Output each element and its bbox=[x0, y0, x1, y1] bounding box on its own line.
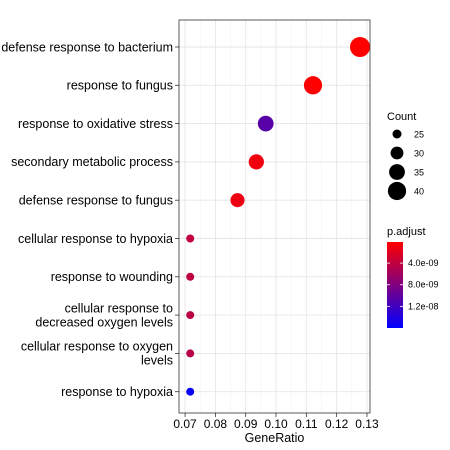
data-point bbox=[349, 37, 370, 57]
x-tick-label: 0.10 bbox=[264, 417, 288, 431]
y-tick-label: response to hypoxia bbox=[61, 385, 173, 399]
y-tick-label: secondary metabolic process bbox=[11, 155, 173, 169]
data-point bbox=[186, 234, 195, 243]
data-point bbox=[186, 349, 195, 358]
plot-panel bbox=[179, 20, 370, 413]
data-point bbox=[248, 154, 264, 170]
x-axis: 0.07 0.08 0.09 0.10 0.11 0.12 0.13 bbox=[173, 413, 379, 431]
size-legend-label: 25 bbox=[414, 130, 424, 140]
size-legend-label: 35 bbox=[414, 168, 424, 178]
color-legend-label: 1.2e-08 bbox=[408, 301, 439, 311]
x-tick-label: 0.08 bbox=[204, 417, 228, 431]
y-tick-label: defense response to fungus bbox=[19, 194, 173, 208]
data-point bbox=[303, 76, 323, 95]
color-legend-title: p.adjust bbox=[387, 226, 426, 238]
size-legend-title: Count bbox=[387, 111, 416, 123]
size-legend-key bbox=[387, 181, 407, 201]
size-legend-key bbox=[390, 146, 404, 160]
color-legend: p.adjust 4.0e-09 8.0e-09 1.2e-08 bbox=[387, 226, 439, 328]
x-tick-label: 0.12 bbox=[325, 417, 349, 431]
y-tick-label: response to wounding bbox=[51, 270, 173, 284]
size-legend: Count 25 30 35 40 bbox=[387, 111, 424, 201]
x-axis-title: GeneRatio bbox=[245, 431, 305, 445]
color-legend-label: 4.0e-09 bbox=[408, 258, 439, 268]
size-legend-label: 40 bbox=[414, 187, 424, 197]
y-tick-label: response to fungus bbox=[67, 79, 173, 93]
y-tick-label: response to oxidative stress bbox=[18, 117, 173, 131]
y-tick-label: cellular response to oxygen levels bbox=[21, 340, 173, 368]
x-tick-label: 0.13 bbox=[355, 417, 379, 431]
size-legend-key bbox=[389, 164, 405, 180]
color-legend-bar bbox=[387, 242, 403, 328]
y-tick-label: defense response to bacterium bbox=[1, 40, 173, 54]
y-tick-label: cellular response to hypoxia bbox=[18, 232, 173, 246]
size-legend-label: 30 bbox=[414, 149, 424, 159]
data-point bbox=[230, 193, 245, 208]
data-points bbox=[186, 37, 370, 396]
x-tick-label: 0.11 bbox=[295, 417, 318, 431]
data-point bbox=[186, 387, 195, 396]
data-point bbox=[186, 311, 195, 320]
x-tick-label: 0.09 bbox=[234, 417, 258, 431]
data-point bbox=[257, 115, 274, 132]
x-tick-label: 0.07 bbox=[173, 417, 197, 431]
plot-border bbox=[178, 19, 371, 414]
size-legend-key bbox=[392, 129, 402, 139]
color-legend-label: 8.0e-09 bbox=[408, 280, 439, 290]
data-point bbox=[186, 272, 195, 281]
y-axis-labels: defense response to bacterium response to… bbox=[1, 40, 179, 399]
y-tick-label: cellular response to decreased oxygen lev… bbox=[35, 301, 173, 329]
